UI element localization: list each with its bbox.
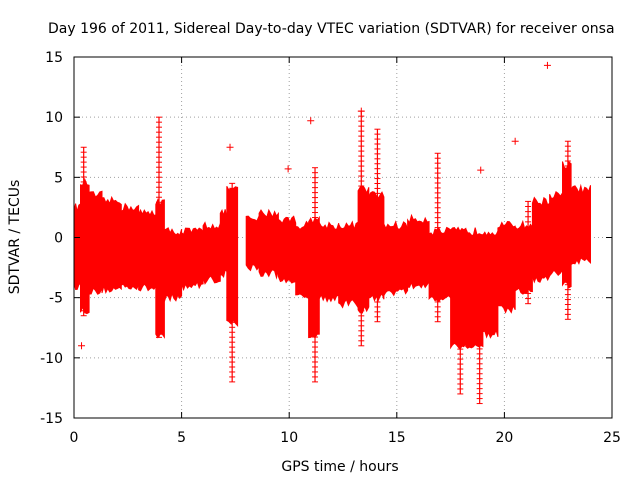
data-band bbox=[357, 185, 370, 314]
data-band bbox=[219, 208, 228, 279]
data-point bbox=[78, 342, 86, 350]
data-band bbox=[73, 202, 81, 291]
chart-title: Day 196 of 2011, Sidereal Day-to-day VTE… bbox=[48, 21, 615, 37]
data-band bbox=[277, 215, 297, 284]
data-band bbox=[465, 227, 484, 349]
data-band bbox=[318, 220, 340, 303]
data-band bbox=[163, 227, 183, 303]
y-tick-label: -5 bbox=[49, 291, 63, 307]
data-band bbox=[295, 220, 310, 300]
x-tick-label: 0 bbox=[70, 430, 79, 446]
x-tick-label: 25 bbox=[603, 430, 621, 446]
data-point bbox=[357, 107, 365, 115]
data-point bbox=[477, 166, 485, 174]
data-band bbox=[338, 220, 359, 310]
data-band bbox=[570, 183, 591, 266]
data-band bbox=[549, 191, 563, 278]
y-tick-label: -10 bbox=[40, 351, 63, 367]
data-band bbox=[562, 161, 572, 289]
data-band bbox=[202, 221, 221, 285]
data-band bbox=[497, 220, 516, 314]
data-band bbox=[407, 213, 430, 290]
y-tick-label: 10 bbox=[45, 110, 63, 126]
y-tick-label: -15 bbox=[40, 411, 63, 427]
data-band bbox=[482, 230, 499, 339]
y-tick-label: 0 bbox=[54, 231, 63, 247]
data-band bbox=[245, 215, 260, 272]
data-point bbox=[511, 137, 519, 145]
axis-ticks: 0 5 10 15 20 25 15 10 5 0 -5 -10 -15 bbox=[40, 50, 621, 446]
y-axis-title: SDTVAR / TECUs bbox=[7, 180, 23, 295]
data-band bbox=[450, 226, 467, 351]
x-tick-label: 20 bbox=[495, 430, 513, 446]
data-band bbox=[383, 220, 409, 298]
data-band bbox=[428, 226, 452, 303]
data-point bbox=[284, 165, 292, 173]
data-band bbox=[138, 208, 157, 292]
x-tick-label: 15 bbox=[388, 430, 406, 446]
data-band bbox=[101, 195, 122, 294]
data-band bbox=[88, 190, 103, 295]
data-band bbox=[368, 191, 385, 303]
data-band bbox=[181, 227, 204, 292]
x-tick-label: 10 bbox=[280, 430, 298, 446]
y-tick-label: 5 bbox=[54, 170, 63, 186]
data-band bbox=[258, 208, 279, 280]
data-point bbox=[543, 61, 551, 69]
x-tick-label: 5 bbox=[177, 430, 186, 446]
data-band bbox=[120, 202, 140, 290]
data-series bbox=[73, 61, 591, 405]
y-tick-label: 15 bbox=[45, 50, 63, 66]
data-point bbox=[226, 143, 234, 151]
data-band bbox=[531, 196, 551, 284]
x-axis-title: GPS time / hours bbox=[281, 459, 398, 475]
data-point bbox=[307, 117, 315, 125]
